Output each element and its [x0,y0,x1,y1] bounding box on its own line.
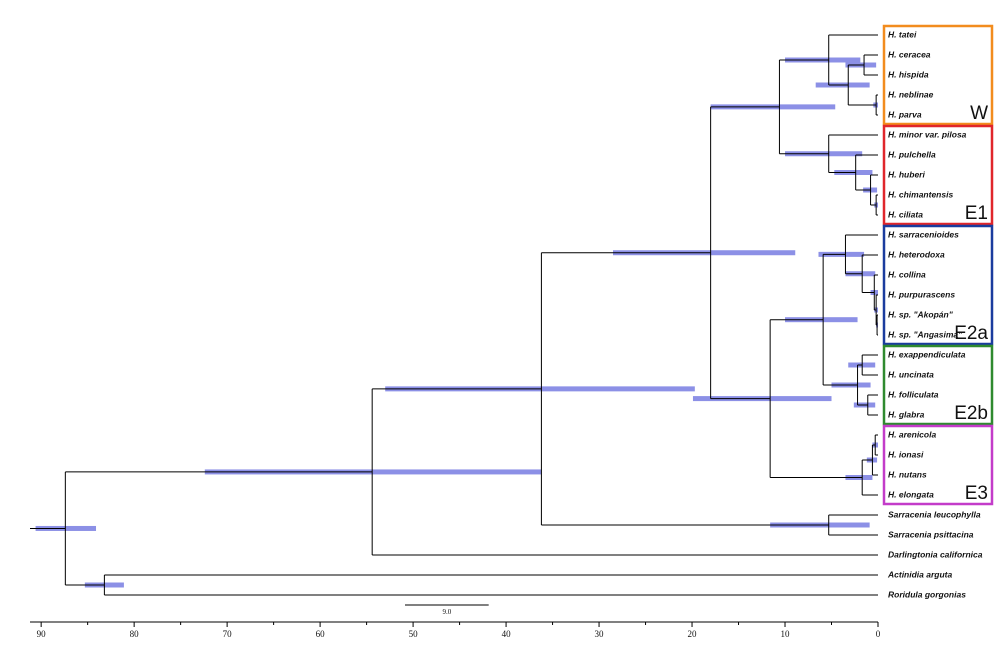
tip-label: H. exappendiculata [888,349,966,359]
hpd-layer [35,57,878,588]
tip-label: H. collina [888,269,926,279]
tip-label: H. ciliata [888,209,923,219]
tip-label: H. uncinata [888,369,934,379]
tick-label: 30 [595,629,605,639]
tip-label: H. pulchella [888,149,936,159]
tip-label: H. chimantensis [888,189,953,199]
clade-box [882,124,994,226]
tick-label: 40 [502,629,512,639]
clade-label: E1 [965,203,988,224]
clade-label: E2b [954,403,988,424]
clade-label: W [970,103,988,124]
tip-label: H. neblinae [888,89,934,99]
tip-label: Actinidia arguta [887,569,953,579]
tip-label: H. purpurascens [888,289,955,299]
tip-label: H. parva [888,109,922,119]
tip-label: H. sp. "Angasima" [888,329,963,339]
tick-label: 50 [409,629,419,639]
tip-label: H. elongata [888,489,934,499]
tip-label: Sarracenia leucophylla [888,509,981,519]
tip-label: Sarracenia psittacina [888,529,974,539]
tick-label: 0 [876,629,881,639]
tip-label: Darlingtonia californica [888,549,983,559]
tick-label: 20 [688,629,698,639]
tick-label: 60 [316,629,326,639]
tip-label: H. ceracea [888,49,931,59]
tick-label: 70 [223,629,233,639]
clade-label: E2a [954,323,988,344]
clade-label: E3 [965,483,988,504]
clade-box [882,424,994,506]
tip-label: H. arenicola [888,429,936,439]
tip-label: H. minor var. pilosa [888,129,967,139]
tick-label: 90 [37,629,47,639]
hpd-bar [204,469,542,475]
clade-box [882,224,994,346]
tip-label: H. tatei [888,29,917,39]
clade-box [882,344,994,426]
tip-label: H. sp. "Akopán" [888,309,954,319]
tip-label: H. sarracenioides [888,229,959,239]
tip-label: H. heterodoxa [888,249,945,259]
tip-label: H. glabra [888,409,925,419]
tip-label: Roridula gorgonias [888,589,966,599]
clade-box [882,24,994,126]
tick-label: 10 [781,629,791,639]
tip-label: H. folliculata [888,389,939,399]
tick-label: 80 [130,629,140,639]
tip-label: H. huberi [888,169,925,179]
tip-label: H. nutans [888,469,927,479]
scale-bar-label: 9.0 [442,608,451,616]
tip-label: H. hispida [888,69,929,79]
tip-label: H. ionasi [888,449,924,459]
